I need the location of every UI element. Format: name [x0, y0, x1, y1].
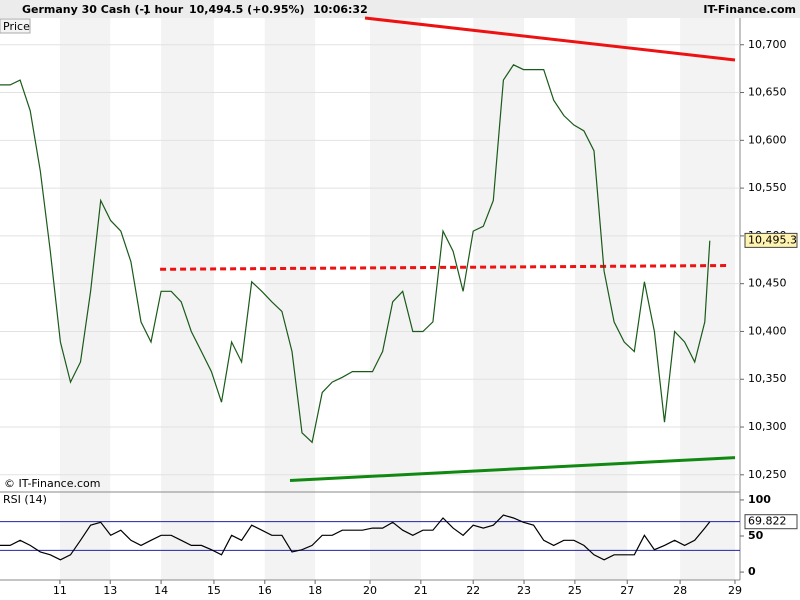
instrument: Germany 30 Cash (-): [22, 3, 149, 16]
y-tick-label: 0: [748, 565, 756, 578]
copyright: © IT-Finance.com: [4, 477, 101, 490]
x-tick-label: 23: [517, 584, 531, 597]
y-tick-label: 100: [748, 493, 771, 506]
day-band: [161, 18, 214, 580]
day-band: [264, 18, 316, 580]
day-band: [574, 18, 628, 580]
x-tick-label: 15: [207, 584, 221, 597]
y-tick-label: 10,350: [748, 372, 787, 385]
y-tick-label: 10,600: [748, 133, 787, 146]
day-band: [59, 18, 111, 580]
x-tick-label: 14: [154, 584, 168, 597]
x-tick-label: 20: [363, 584, 377, 597]
day-bands: [59, 18, 735, 580]
source: IT-Finance.com: [703, 3, 796, 16]
y-tick-label: 10,450: [748, 277, 787, 290]
x-tick-label: 18: [308, 584, 322, 597]
y-tick-label: 10,300: [748, 420, 787, 433]
price-label-box: [0, 18, 31, 34]
interval: 1 hour: [143, 3, 184, 16]
y-tick-label: 50: [748, 529, 764, 542]
x-tick-label: 13: [103, 584, 117, 597]
last-value-label: 10,495.3: [748, 233, 797, 246]
trend-line: [289, 456, 736, 482]
price-line: [0, 64, 711, 444]
trend-line: [364, 16, 736, 62]
x-tick-label: 16: [258, 584, 272, 597]
x-tick-label: 22: [466, 584, 480, 597]
rsi-line: [0, 514, 711, 561]
x-tick-label: 29: [728, 584, 742, 597]
y-tick-label: 10,700: [748, 38, 787, 51]
price-label: Price: [3, 20, 30, 33]
header-bar: [0, 0, 800, 18]
y-tick-label: 10,400: [748, 324, 787, 337]
y-tick-label: 10,550: [748, 181, 787, 194]
x-tick-label: 25: [568, 584, 582, 597]
day-band: [680, 18, 735, 580]
x-tick-label: 21: [414, 584, 428, 597]
x-tick-label: 27: [620, 584, 634, 597]
x-tick-label: 11: [53, 584, 67, 597]
time: 10:06:32: [313, 3, 368, 16]
last-value-box: [744, 514, 798, 530]
quote: 10,494.5 (+0.95%): [189, 3, 305, 16]
axis-panel: [740, 18, 800, 600]
day-band: [473, 18, 525, 580]
rsi-label: RSI (14): [3, 493, 47, 506]
y-tick-label: 10,650: [748, 86, 787, 99]
y-tick-label: 10,250: [748, 468, 787, 481]
trend-line: [160, 264, 730, 271]
last-value-label: 69.822: [748, 515, 787, 528]
last-value-box: [744, 232, 798, 248]
x-tick-label: 28: [673, 584, 687, 597]
